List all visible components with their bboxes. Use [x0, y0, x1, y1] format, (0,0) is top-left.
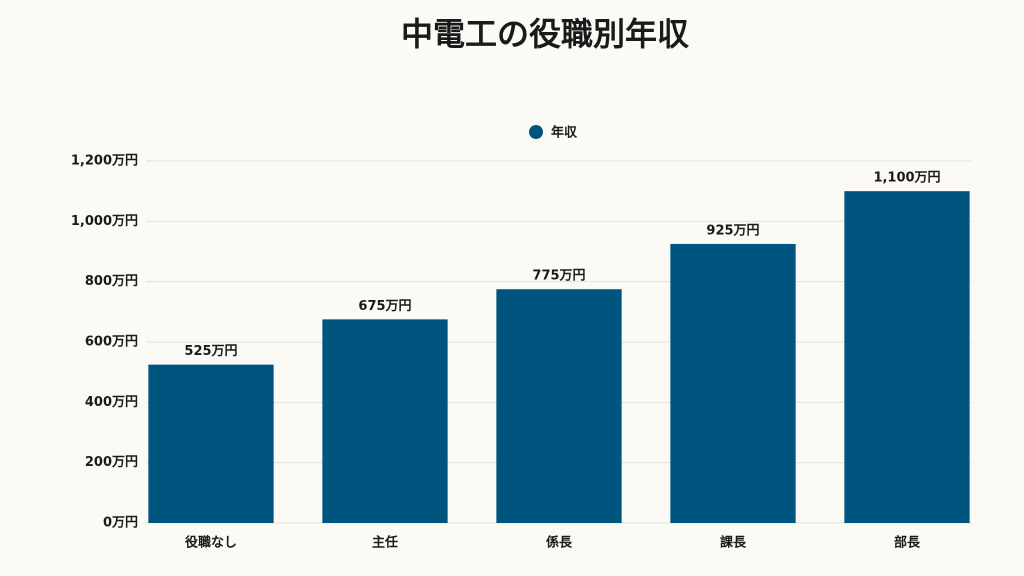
legend-label: 年収: [551, 125, 578, 141]
value-label: 925万円: [706, 223, 759, 238]
bar: [496, 289, 622, 523]
x-tick-label: 課長: [720, 535, 747, 551]
bar: [322, 319, 448, 523]
y-tick-label: 200万円: [85, 455, 138, 470]
y-tick-label: 400万円: [85, 395, 138, 410]
bar: [670, 243, 796, 524]
chart-title: 中電工の役職別年収: [401, 15, 689, 53]
y-tick-label: 800万円: [85, 274, 138, 289]
bar: [148, 364, 274, 523]
y-tick-label: 1,200万円: [71, 154, 138, 169]
legend-marker: [529, 125, 543, 139]
value-label: 675万円: [358, 299, 411, 314]
bar: [844, 191, 970, 523]
x-tick-label: 主任: [372, 535, 398, 551]
x-tick-label: 部長: [894, 535, 921, 551]
value-label: 775万円: [532, 269, 585, 284]
y-tick-label: 0万円: [103, 516, 138, 531]
value-label: 1,100万円: [873, 171, 940, 186]
x-tick-label: 係長: [546, 535, 573, 551]
y-tick-label: 600万円: [85, 335, 138, 350]
x-tick-label: 役職なし: [185, 535, 237, 551]
y-tick-label: 1,000万円: [71, 214, 138, 229]
value-label: 525万円: [184, 344, 237, 359]
